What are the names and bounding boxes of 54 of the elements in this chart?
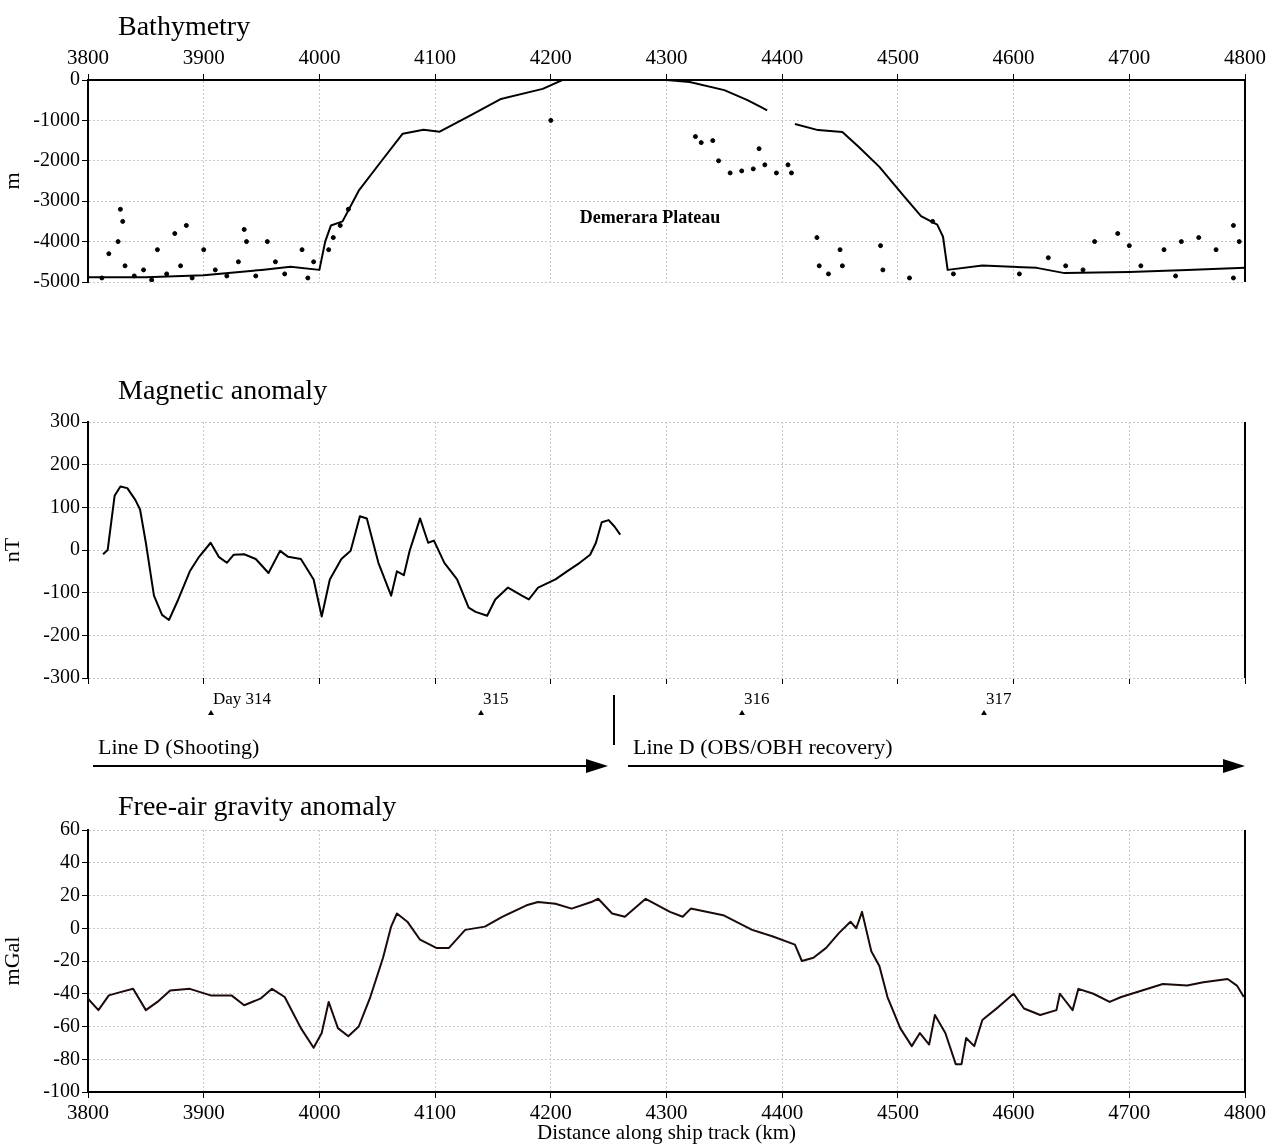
- y-tick-label: 0: [70, 537, 80, 560]
- y-tick-label: -300: [43, 665, 80, 688]
- y-tick-label: 40: [60, 850, 80, 872]
- x-tick-label: 3900: [182, 1100, 225, 1125]
- y-tick-label: -2000: [33, 148, 80, 171]
- y-tick-label: 0: [70, 915, 80, 938]
- y-tick-label: -40: [53, 981, 80, 1003]
- y-axis-title: m: [0, 172, 24, 190]
- text: 315: [483, 689, 509, 709]
- x-tick-label: 4600: [992, 44, 1035, 69]
- x-tick-label: 4700: [1108, 1100, 1151, 1125]
- x-tick-label: 4000: [298, 1100, 341, 1125]
- x-tick-label: 4800: [1224, 1100, 1266, 1125]
- x-tick-label: 4400: [761, 44, 804, 69]
- x-tick-label: 4100: [414, 1100, 457, 1125]
- text: Line D (Shooting): [98, 733, 260, 759]
- y-tick-label: 0: [70, 67, 80, 90]
- y-tick-label: 200: [50, 451, 80, 474]
- annotation: Demerara Plateau: [579, 206, 721, 227]
- chart-title: Free-air gravity anomaly: [118, 790, 397, 822]
- y-tick-label: 100: [50, 494, 80, 517]
- chart-title: Bathymetry: [118, 10, 251, 42]
- y-tick-label: -200: [43, 622, 80, 645]
- chart-title: Magnetic anomaly: [118, 374, 328, 406]
- y-tick-label: -100: [43, 1079, 80, 1102]
- text: Day 314: [213, 689, 272, 709]
- y-tick-label: 20: [60, 882, 80, 905]
- y-tick-label: -5000: [33, 269, 80, 292]
- y-tick-label: 300: [50, 409, 80, 432]
- text: Line D (OBS/OBH recovery): [633, 733, 893, 759]
- x-tick-label: 4300: [645, 44, 688, 69]
- y-tick-label: 60: [60, 817, 80, 840]
- y-tick-label: -80: [53, 1046, 80, 1069]
- x-tick-label: 3800: [67, 1100, 109, 1125]
- y-axis-title: nT: [0, 537, 24, 563]
- y-tick-label: -60: [53, 1013, 80, 1036]
- x-tick-label: 4700: [1108, 44, 1151, 69]
- x-tick-label: 3800: [67, 44, 109, 69]
- x-tick-label: 4200: [529, 44, 572, 69]
- x-tick-label: 4100: [414, 44, 457, 69]
- y-tick-label: -20: [53, 948, 80, 971]
- x-tick-label: 4800: [1224, 44, 1266, 69]
- text: 316: [744, 689, 770, 709]
- x-tick-label: 3900: [182, 44, 225, 69]
- x-tick-label: 4600: [992, 1100, 1035, 1125]
- x-tick-label: 4500: [876, 44, 919, 69]
- text: 317: [986, 689, 1012, 709]
- y-tick-label: -1000: [33, 107, 80, 130]
- y-tick-label: -3000: [33, 188, 80, 211]
- y-tick-label: -4000: [33, 228, 80, 251]
- x-tick-label: 4000: [298, 44, 341, 69]
- y-axis-title: mGal: [0, 936, 24, 986]
- y-tick-label: -100: [43, 579, 80, 602]
- x-tick-label: 4500: [876, 1100, 919, 1125]
